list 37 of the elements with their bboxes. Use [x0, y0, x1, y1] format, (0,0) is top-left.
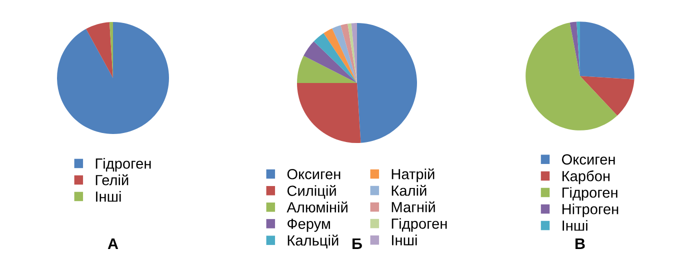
- pie-slice: [526, 22, 618, 130]
- pie-slice: [297, 56, 357, 83]
- pie-slice: [304, 41, 357, 83]
- legend-label: Гідроген: [562, 187, 618, 201]
- legend-label: Калій: [392, 184, 426, 196]
- legend-label: Гелій: [96, 174, 128, 186]
- pie-slice: [314, 33, 357, 83]
- pie-slice: [57, 22, 169, 134]
- legend-label: Магній: [392, 201, 435, 212]
- legend-label: Інші: [96, 191, 121, 202]
- pie-slice: [297, 83, 361, 143]
- legend-label: Інші: [562, 220, 588, 231]
- pie-slice: [340, 24, 357, 83]
- legend-label: Ферум: [288, 218, 330, 232]
- legend-label: Інші: [392, 234, 417, 246]
- pie-slice: [570, 22, 580, 76]
- legend-label: Алюміній: [286, 201, 348, 212]
- text: В: [576, 238, 585, 249]
- legend-label: Нітроген: [562, 204, 618, 218]
- legend-label: Оксиген: [562, 154, 615, 165]
- pie-slice: [86, 22, 113, 78]
- pie-slice: [580, 76, 634, 116]
- legend-label: Гідроген: [96, 158, 151, 172]
- pie-slice: [348, 23, 357, 83]
- pie-slice: [324, 28, 357, 83]
- text: Б: [352, 238, 362, 249]
- legend-label: Кальцій: [288, 234, 338, 248]
- pie-slice: [351, 23, 357, 83]
- legend-label: Гідроген: [392, 218, 447, 232]
- legend-label: Оксиген: [287, 168, 340, 180]
- text: А: [108, 238, 118, 249]
- legend-label: Силіцій: [287, 184, 336, 199]
- pie-slice: [580, 22, 634, 80]
- pie-slice: [357, 23, 417, 143]
- legend-label: Карбон: [562, 170, 610, 184]
- pie-slice: [332, 25, 357, 83]
- legend-label: Натрій: [392, 168, 434, 182]
